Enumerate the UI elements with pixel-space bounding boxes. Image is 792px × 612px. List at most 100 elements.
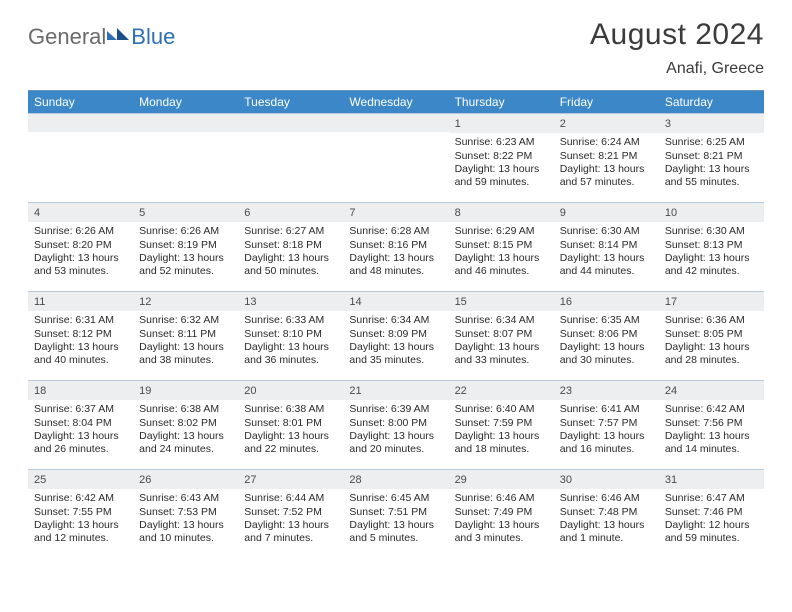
sunrise-text: Sunrise: 6:26 AM (139, 225, 232, 238)
day-number: 29 (449, 470, 554, 489)
sunset-text: Sunset: 8:06 PM (560, 328, 653, 341)
sunrise-text: Sunrise: 6:30 AM (665, 225, 758, 238)
daylight-text: Daylight: 13 hours and 18 minutes. (455, 430, 548, 457)
day-cell: 15Sunrise: 6:34 AMSunset: 8:07 PMDayligh… (449, 292, 554, 380)
daylight-text: Daylight: 13 hours and 38 minutes. (139, 341, 232, 368)
day-number: 1 (449, 114, 554, 133)
day-number: 12 (133, 292, 238, 311)
daylight-text: Daylight: 13 hours and 26 minutes. (34, 430, 127, 457)
day-details: Sunrise: 6:43 AMSunset: 7:53 PMDaylight:… (133, 489, 238, 550)
sunset-text: Sunset: 7:48 PM (560, 506, 653, 519)
week-row: 18Sunrise: 6:37 AMSunset: 8:04 PMDayligh… (28, 380, 764, 469)
day-number: 18 (28, 381, 133, 400)
day-cell: 30Sunrise: 6:46 AMSunset: 7:48 PMDayligh… (554, 470, 659, 558)
sunrise-text: Sunrise: 6:45 AM (349, 492, 442, 505)
sunset-text: Sunset: 7:46 PM (665, 506, 758, 519)
day-number: 4 (28, 203, 133, 222)
dow-tuesday: Tuesday (238, 91, 343, 113)
sunset-text: Sunset: 7:55 PM (34, 506, 127, 519)
sunrise-text: Sunrise: 6:39 AM (349, 403, 442, 416)
sunset-text: Sunset: 8:15 PM (455, 239, 548, 252)
daylight-text: Daylight: 13 hours and 1 minute. (560, 519, 653, 546)
daylight-text: Daylight: 13 hours and 28 minutes. (665, 341, 758, 368)
day-cell: 5Sunrise: 6:26 AMSunset: 8:19 PMDaylight… (133, 203, 238, 291)
day-cell: 6Sunrise: 6:27 AMSunset: 8:18 PMDaylight… (238, 203, 343, 291)
day-number: 11 (28, 292, 133, 311)
sunset-text: Sunset: 8:01 PM (244, 417, 337, 430)
sunset-text: Sunset: 8:16 PM (349, 239, 442, 252)
daylight-text: Daylight: 13 hours and 33 minutes. (455, 341, 548, 368)
day-details: Sunrise: 6:33 AMSunset: 8:10 PMDaylight:… (238, 311, 343, 372)
day-cell: 19Sunrise: 6:38 AMSunset: 8:02 PMDayligh… (133, 381, 238, 469)
day-cell: 18Sunrise: 6:37 AMSunset: 8:04 PMDayligh… (28, 381, 133, 469)
sunrise-text: Sunrise: 6:36 AM (665, 314, 758, 327)
day-number: 17 (659, 292, 764, 311)
day-number: 3 (659, 114, 764, 133)
day-cell: 29Sunrise: 6:46 AMSunset: 7:49 PMDayligh… (449, 470, 554, 558)
day-number: 24 (659, 381, 764, 400)
day-details: Sunrise: 6:38 AMSunset: 8:01 PMDaylight:… (238, 400, 343, 461)
sunset-text: Sunset: 7:59 PM (455, 417, 548, 430)
dow-saturday: Saturday (659, 91, 764, 113)
sunrise-text: Sunrise: 6:47 AM (665, 492, 758, 505)
day-number: 10 (659, 203, 764, 222)
day-details: Sunrise: 6:31 AMSunset: 8:12 PMDaylight:… (28, 311, 133, 372)
day-cell (28, 114, 133, 202)
sunrise-text: Sunrise: 6:30 AM (560, 225, 653, 238)
day-cell: 1Sunrise: 6:23 AMSunset: 8:22 PMDaylight… (449, 114, 554, 202)
day-cell: 2Sunrise: 6:24 AMSunset: 8:21 PMDaylight… (554, 114, 659, 202)
day-number (133, 114, 238, 132)
sunrise-text: Sunrise: 6:29 AM (455, 225, 548, 238)
sunset-text: Sunset: 8:04 PM (34, 417, 127, 430)
daylight-text: Daylight: 13 hours and 40 minutes. (34, 341, 127, 368)
sunrise-text: Sunrise: 6:38 AM (244, 403, 337, 416)
day-cell: 25Sunrise: 6:42 AMSunset: 7:55 PMDayligh… (28, 470, 133, 558)
day-number: 14 (343, 292, 448, 311)
day-of-week-header: Sunday Monday Tuesday Wednesday Thursday… (28, 91, 764, 113)
day-number: 30 (554, 470, 659, 489)
day-details: Sunrise: 6:24 AMSunset: 8:21 PMDaylight:… (554, 133, 659, 194)
day-cell (133, 114, 238, 202)
day-details: Sunrise: 6:30 AMSunset: 8:13 PMDaylight:… (659, 222, 764, 283)
day-cell: 17Sunrise: 6:36 AMSunset: 8:05 PMDayligh… (659, 292, 764, 380)
sunrise-text: Sunrise: 6:38 AM (139, 403, 232, 416)
sunset-text: Sunset: 8:00 PM (349, 417, 442, 430)
day-cell: 16Sunrise: 6:35 AMSunset: 8:06 PMDayligh… (554, 292, 659, 380)
sunset-text: Sunset: 7:49 PM (455, 506, 548, 519)
day-number (28, 114, 133, 132)
daylight-text: Daylight: 13 hours and 59 minutes. (455, 163, 548, 190)
day-details: Sunrise: 6:28 AMSunset: 8:16 PMDaylight:… (343, 222, 448, 283)
daylight-text: Daylight: 13 hours and 16 minutes. (560, 430, 653, 457)
sunrise-text: Sunrise: 6:35 AM (560, 314, 653, 327)
sunrise-text: Sunrise: 6:27 AM (244, 225, 337, 238)
day-cell: 13Sunrise: 6:33 AMSunset: 8:10 PMDayligh… (238, 292, 343, 380)
sunrise-text: Sunrise: 6:34 AM (349, 314, 442, 327)
day-number: 19 (133, 381, 238, 400)
daylight-text: Daylight: 13 hours and 24 minutes. (139, 430, 232, 457)
sunset-text: Sunset: 8:13 PM (665, 239, 758, 252)
daylight-text: Daylight: 13 hours and 20 minutes. (349, 430, 442, 457)
sunset-text: Sunset: 7:51 PM (349, 506, 442, 519)
day-number: 2 (554, 114, 659, 133)
day-details: Sunrise: 6:35 AMSunset: 8:06 PMDaylight:… (554, 311, 659, 372)
day-number: 22 (449, 381, 554, 400)
daylight-text: Daylight: 12 hours and 59 minutes. (665, 519, 758, 546)
day-details: Sunrise: 6:34 AMSunset: 8:07 PMDaylight:… (449, 311, 554, 372)
day-cell: 22Sunrise: 6:40 AMSunset: 7:59 PMDayligh… (449, 381, 554, 469)
sunrise-text: Sunrise: 6:42 AM (34, 492, 127, 505)
sunrise-text: Sunrise: 6:43 AM (139, 492, 232, 505)
daylight-text: Daylight: 13 hours and 52 minutes. (139, 252, 232, 279)
day-details: Sunrise: 6:38 AMSunset: 8:02 PMDaylight:… (133, 400, 238, 461)
day-details: Sunrise: 6:32 AMSunset: 8:11 PMDaylight:… (133, 311, 238, 372)
day-details: Sunrise: 6:40 AMSunset: 7:59 PMDaylight:… (449, 400, 554, 461)
sunrise-text: Sunrise: 6:44 AM (244, 492, 337, 505)
day-cell: 9Sunrise: 6:30 AMSunset: 8:14 PMDaylight… (554, 203, 659, 291)
day-number: 5 (133, 203, 238, 222)
daylight-text: Daylight: 13 hours and 7 minutes. (244, 519, 337, 546)
day-number: 6 (238, 203, 343, 222)
sunset-text: Sunset: 8:11 PM (139, 328, 232, 341)
day-number (343, 114, 448, 132)
week-row: 11Sunrise: 6:31 AMSunset: 8:12 PMDayligh… (28, 291, 764, 380)
daylight-text: Daylight: 13 hours and 55 minutes. (665, 163, 758, 190)
day-number: 7 (343, 203, 448, 222)
